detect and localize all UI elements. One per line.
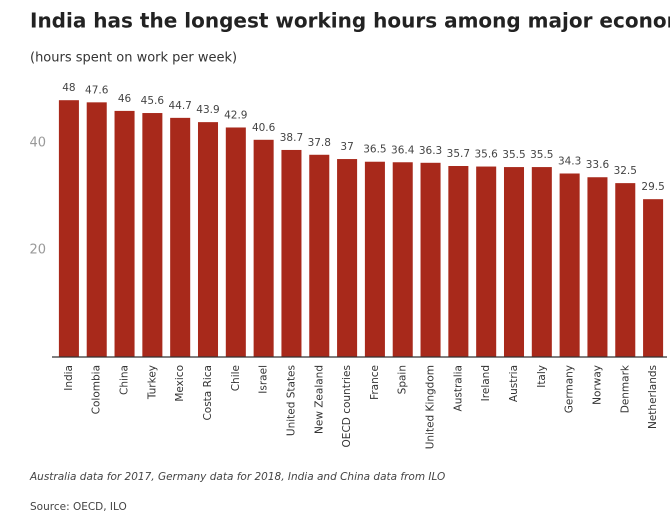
bar bbox=[615, 183, 636, 357]
value-label: 47.6 bbox=[85, 84, 109, 96]
x-tick-label: Ireland bbox=[480, 365, 492, 401]
value-label: 40.6 bbox=[252, 122, 276, 134]
bar bbox=[448, 166, 469, 357]
x-tick-label: Norway bbox=[591, 365, 603, 405]
bar bbox=[587, 177, 608, 357]
chart-subtitle: (hours spent on work per week) bbox=[30, 51, 237, 66]
bar bbox=[197, 122, 219, 357]
bar bbox=[559, 173, 580, 357]
value-label: 45.6 bbox=[141, 95, 165, 107]
bar bbox=[476, 166, 497, 357]
footnote: Australia data for 2017, Germany data fo… bbox=[29, 471, 445, 483]
bar bbox=[58, 100, 79, 357]
bar bbox=[364, 161, 385, 357]
bar bbox=[337, 159, 358, 357]
x-tick-label: Austria bbox=[508, 365, 520, 402]
x-tick-label: India bbox=[63, 365, 75, 391]
value-label: 35.6 bbox=[474, 149, 498, 161]
x-tick-label: Chile bbox=[230, 365, 242, 391]
x-tick-label: Denmark bbox=[619, 364, 631, 413]
y-tick-label: 40 bbox=[29, 136, 46, 151]
bar bbox=[503, 167, 525, 357]
x-tick-label: Netherlands bbox=[647, 365, 659, 429]
bar bbox=[643, 199, 664, 357]
bar bbox=[420, 162, 441, 357]
bar bbox=[170, 117, 191, 357]
x-tick-label: New Zealand bbox=[313, 365, 325, 434]
value-label: 42.9 bbox=[224, 109, 247, 121]
value-label: 36.5 bbox=[363, 144, 386, 156]
bar bbox=[86, 102, 107, 357]
x-tick-label: Turkey bbox=[146, 365, 158, 400]
x-tick-label: China bbox=[119, 365, 131, 395]
value-label: 46 bbox=[118, 93, 132, 105]
bar bbox=[253, 139, 274, 357]
x-tick-label: Israel bbox=[258, 365, 270, 394]
x-tick-label: Costa Rica bbox=[202, 365, 214, 421]
value-label: 44.7 bbox=[168, 100, 191, 112]
x-tick-label: Mexico bbox=[174, 365, 186, 402]
value-label: 29.5 bbox=[641, 181, 664, 193]
chart-title: India has the longest working hours amon… bbox=[30, 9, 670, 33]
x-tick-label: Spain bbox=[397, 365, 409, 394]
value-label: 33.6 bbox=[586, 159, 610, 171]
x-tick-label: Colombia bbox=[91, 365, 103, 414]
x-tick-label: OECD countries bbox=[341, 365, 353, 447]
x-tick-label: France bbox=[369, 365, 381, 400]
x-tick-label: Italy bbox=[536, 365, 548, 388]
x-tick-label: Germany bbox=[564, 365, 576, 413]
bar bbox=[531, 167, 552, 357]
value-label: 35.7 bbox=[447, 148, 470, 160]
value-label: 48 bbox=[62, 82, 75, 94]
x-tick-label: United States bbox=[285, 365, 297, 436]
bar bbox=[281, 149, 302, 357]
y-tick-label: 20 bbox=[29, 243, 46, 258]
x-tick-label: United Kingdom bbox=[425, 365, 437, 449]
value-label: 35.5 bbox=[502, 149, 525, 161]
value-label: 36.4 bbox=[391, 144, 415, 156]
source: Source: OECD, ILO bbox=[30, 501, 127, 513]
value-label: 43.9 bbox=[196, 104, 219, 116]
value-label: 34.3 bbox=[558, 155, 581, 167]
bar bbox=[114, 110, 135, 358]
bar bbox=[309, 154, 330, 357]
bar bbox=[392, 162, 413, 357]
value-label: 38.7 bbox=[280, 132, 303, 144]
value-label: 37.8 bbox=[308, 137, 331, 149]
bar bbox=[225, 127, 246, 357]
value-label: 32.5 bbox=[614, 165, 637, 177]
value-label: 35.5 bbox=[530, 149, 553, 161]
x-tick-label: Australia bbox=[452, 365, 464, 411]
value-label: 37 bbox=[340, 141, 353, 153]
bar bbox=[142, 113, 163, 357]
value-label: 36.3 bbox=[419, 145, 442, 157]
